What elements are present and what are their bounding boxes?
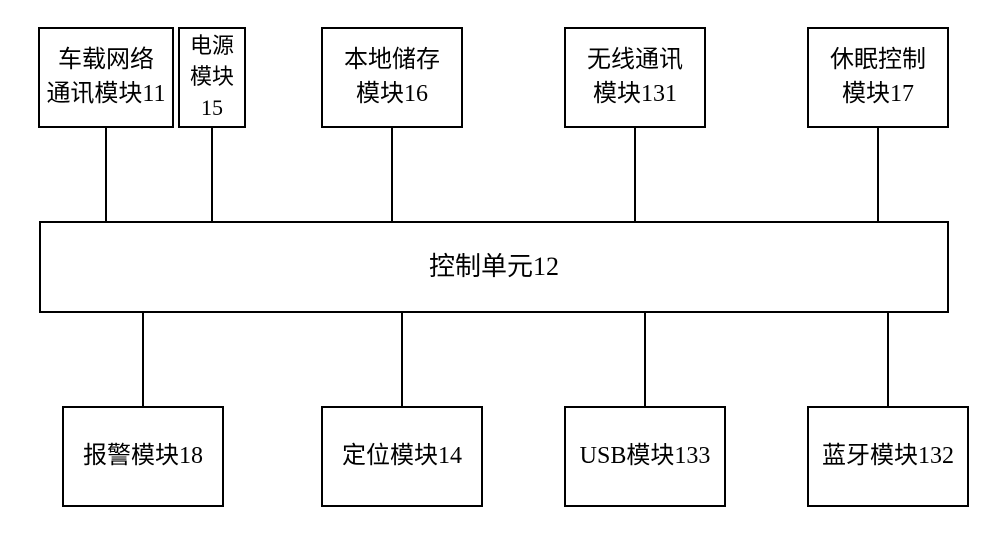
- node-label: 定位模块14: [342, 440, 462, 474]
- edge: [105, 128, 107, 221]
- node-label: 休眠控制 模块17: [830, 44, 926, 111]
- node-label: 本地储存 模块16: [344, 44, 440, 111]
- edge: [644, 313, 646, 406]
- edge: [401, 313, 403, 406]
- node-bot2: 定位模块14: [321, 406, 483, 507]
- node-bot3: USB模块133: [564, 406, 726, 507]
- node-center: 控制单元12: [39, 221, 949, 313]
- node-label: USB模块133: [580, 440, 711, 474]
- node-label: 车载网络 通讯模块11: [46, 44, 165, 111]
- edge: [877, 128, 879, 221]
- node-bot4: 蓝牙模块132: [807, 406, 969, 507]
- node-label: 控制单元12: [429, 249, 559, 285]
- node-label: 电源 模块 15: [190, 31, 234, 123]
- edge: [211, 128, 213, 221]
- edge: [887, 313, 889, 406]
- node-label: 报警模块18: [83, 440, 203, 474]
- node-top5: 休眠控制 模块17: [807, 27, 949, 128]
- node-label: 蓝牙模块132: [822, 440, 954, 474]
- node-top1: 车载网络 通讯模块11: [38, 27, 174, 128]
- edge: [634, 128, 636, 221]
- node-label: 无线通讯 模块131: [587, 44, 683, 111]
- node-top4: 无线通讯 模块131: [564, 27, 706, 128]
- node-top3: 本地储存 模块16: [321, 27, 463, 128]
- edge: [142, 313, 144, 406]
- node-top2: 电源 模块 15: [178, 27, 246, 128]
- edge: [391, 128, 393, 221]
- node-bot1: 报警模块18: [62, 406, 224, 507]
